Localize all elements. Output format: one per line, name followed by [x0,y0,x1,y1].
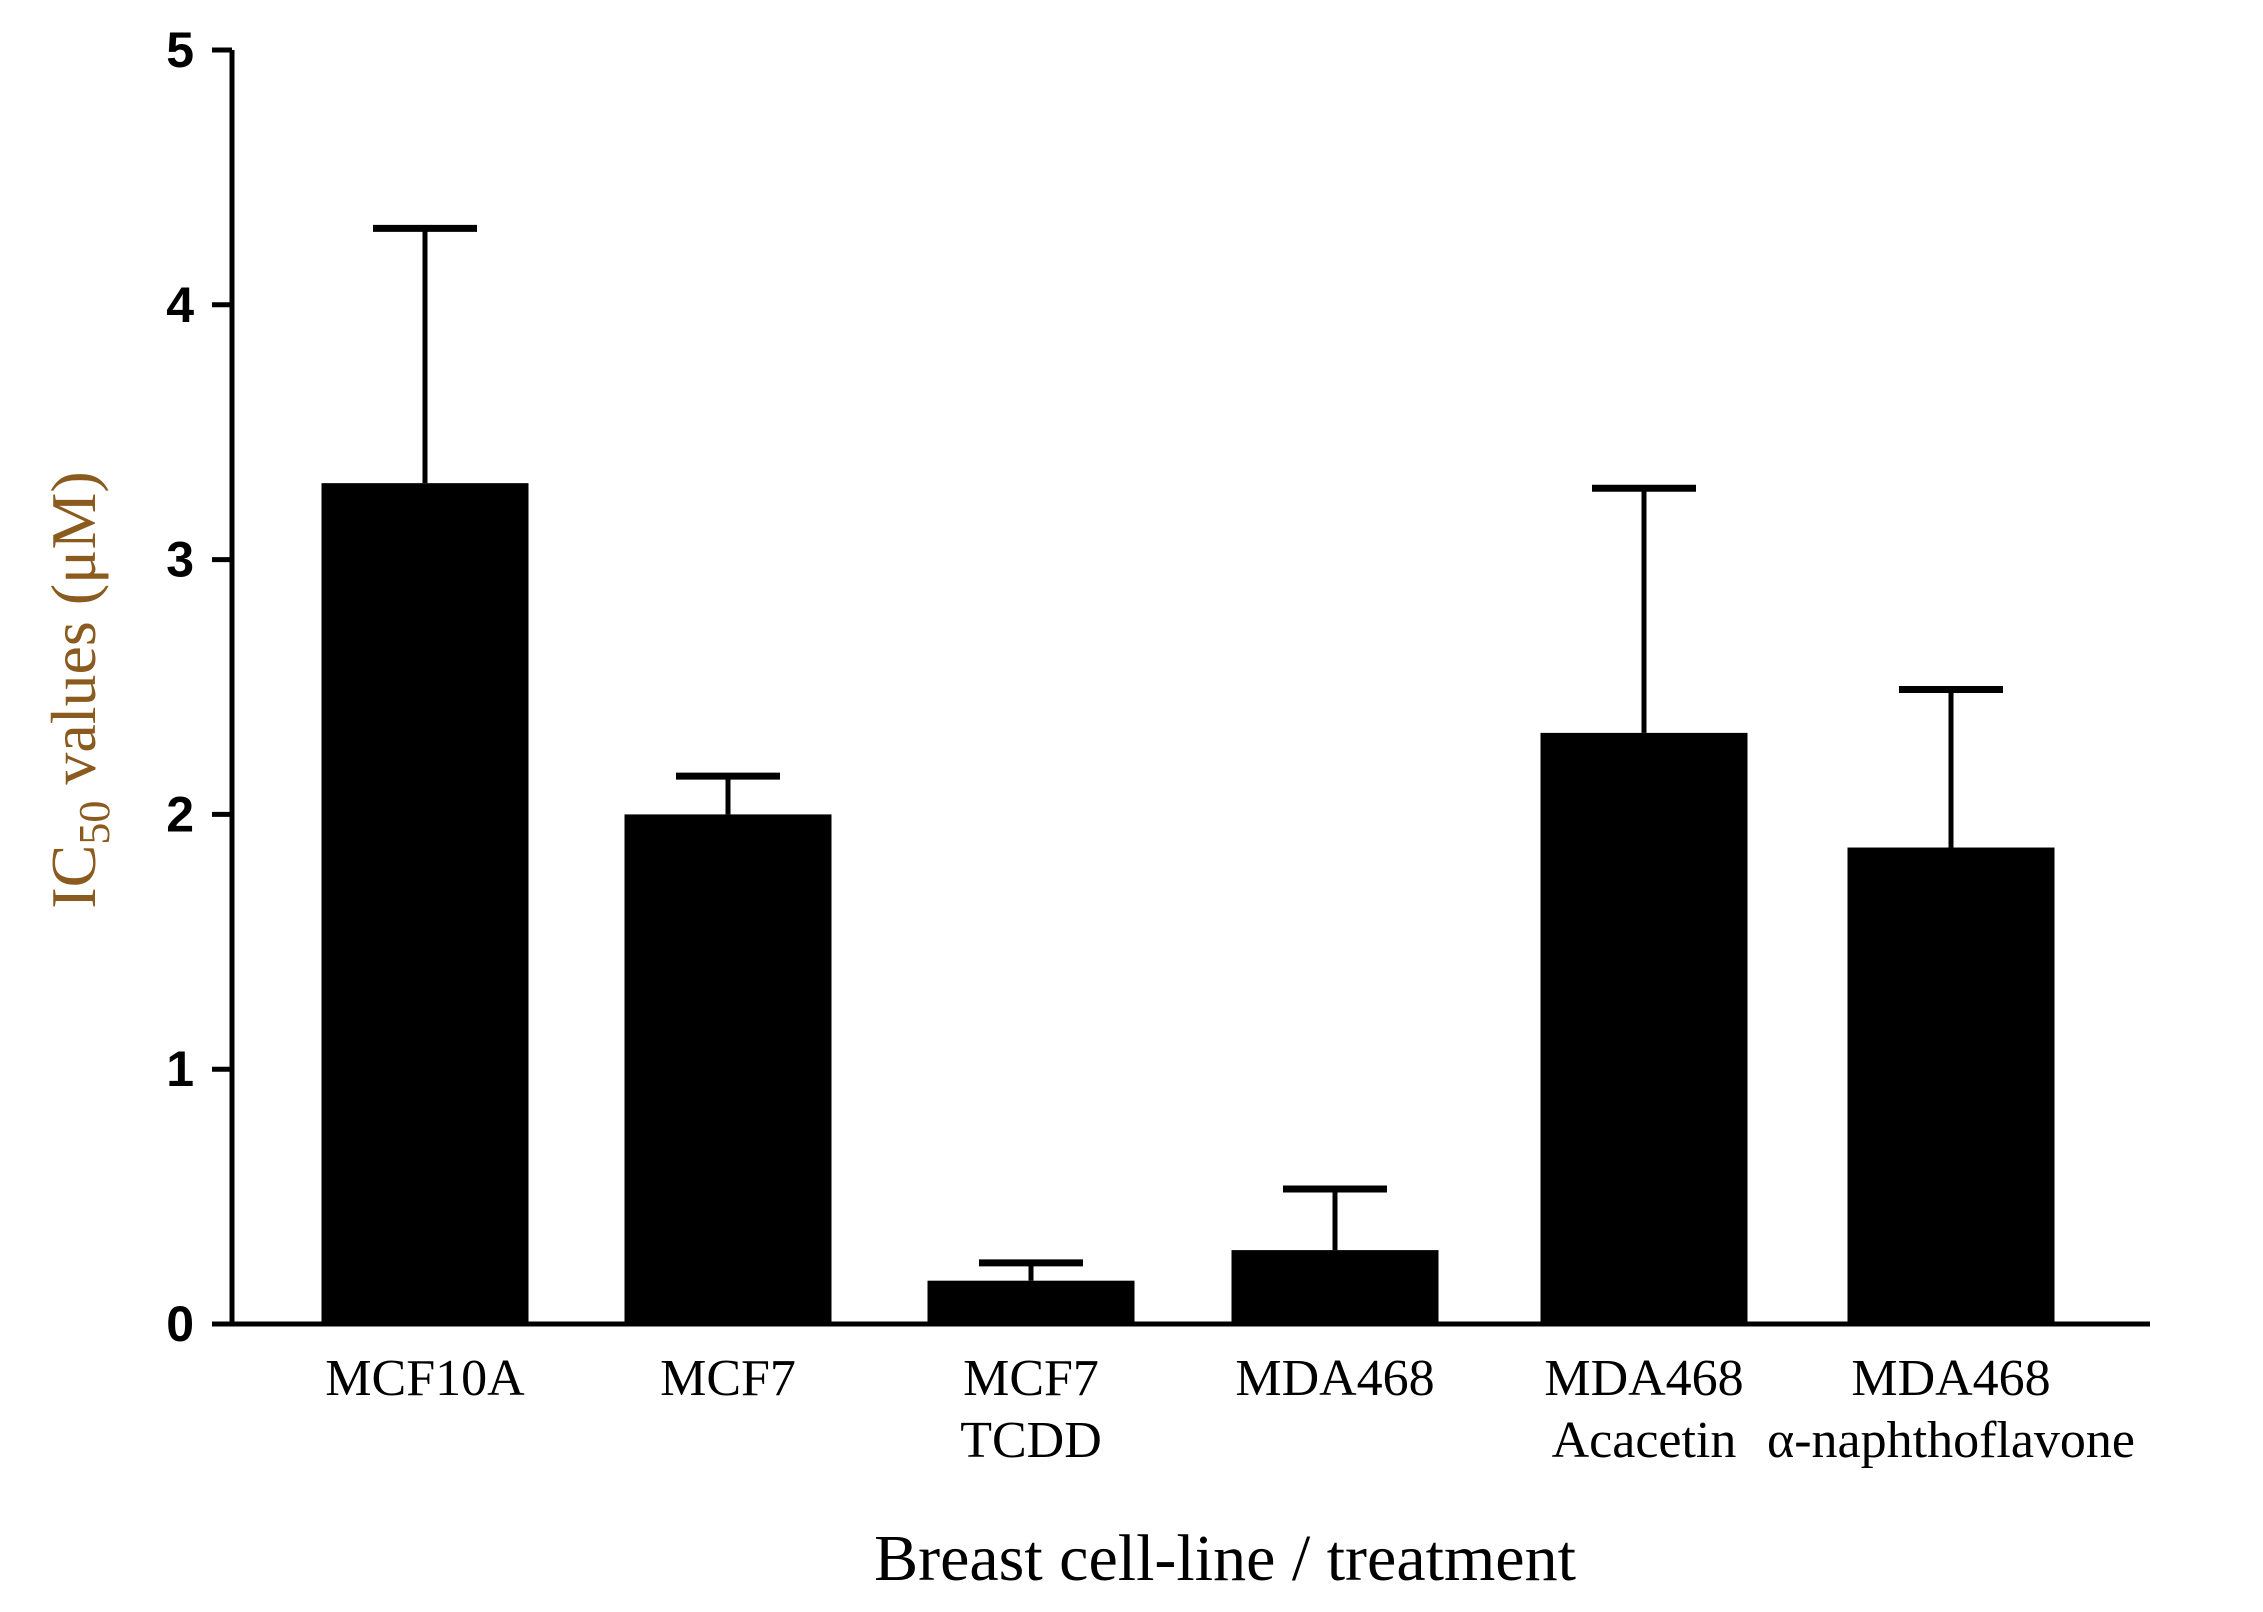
y-tick-label: 5 [166,22,194,78]
x-tick-label: MCF10A [325,1350,525,1407]
bars [321,224,2055,1324]
x-axis-title: Breast cell-line / treatment [874,1522,1576,1595]
x-tick-label: MDA468 Acacetin [1544,1350,1743,1469]
x-tick-label: MDA468 α-naphthoflavone [1767,1350,2135,1469]
bar [927,1280,1135,1324]
bar [321,483,529,1324]
x-tick-label: MCF7 TCDD [960,1350,1102,1469]
bar [624,814,832,1324]
bar [1847,847,2055,1324]
y-tick-label: 1 [166,1041,194,1097]
y-tick-label: 0 [166,1296,194,1352]
labels: 0 1 2 3 4 5 MCF10A MCF7 MCF7 TCDD MDA468 MDA468 Acac… [38,22,2135,1595]
y-tick-label: 3 [166,532,194,588]
y-tick-label: 2 [166,786,194,842]
x-tick-label: MCF7 [660,1350,796,1407]
bar [1231,1250,1439,1324]
y-tick-label: 4 [166,277,194,333]
axes [212,47,2150,1327]
x-tick-label: MDA468 [1235,1350,1434,1407]
bar [1540,732,1748,1324]
y-axis-title: IC50 values (μM) [38,471,119,908]
